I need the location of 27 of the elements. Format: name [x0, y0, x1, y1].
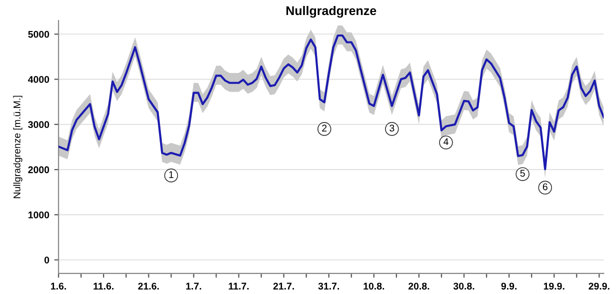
- y-tick-label: 3000: [28, 121, 50, 128]
- chart-title: Nullgradgrenze: [286, 6, 376, 18]
- annotation: 4: [444, 138, 448, 145]
- y-tick-label: 2000: [28, 166, 50, 174]
- x-tick-label: 10.8.: [364, 282, 384, 290]
- y-tick-label: 4000: [28, 76, 50, 83]
- annotation: 6: [542, 183, 548, 190]
- x-tick-label: 21.7.: [273, 282, 294, 290]
- y-tick-label: 0: [44, 256, 50, 264]
- y-tick-label: 1000: [28, 211, 50, 218]
- x-tick-label: 20.8.: [408, 282, 430, 290]
- x-tick-label: 19.9.: [544, 282, 564, 290]
- x-tick-label: 1.7.: [186, 282, 202, 290]
- y-tick-label: 5000: [28, 30, 50, 38]
- x-tick-label: 30.8.: [453, 282, 474, 290]
- x-tick-label: 21.6.: [138, 282, 159, 290]
- x-tick-label: 1.6.: [51, 282, 66, 290]
- annotation: 1: [169, 171, 174, 178]
- y-axis-title: Nullgradgrenze [m.ü.M.]: [13, 96, 22, 198]
- annotation: 5: [520, 170, 525, 177]
- x-tick-label: 9.9.: [501, 282, 517, 290]
- annotation: 2: [322, 124, 327, 132]
- x-tick-label: 11.7.: [228, 282, 249, 290]
- x-tick-label: 31.7.: [318, 282, 339, 290]
- x-tick-label: 11.6.: [94, 282, 114, 290]
- x-tick-label: 29.9.: [588, 282, 610, 290]
- annotation: 3: [390, 124, 394, 132]
